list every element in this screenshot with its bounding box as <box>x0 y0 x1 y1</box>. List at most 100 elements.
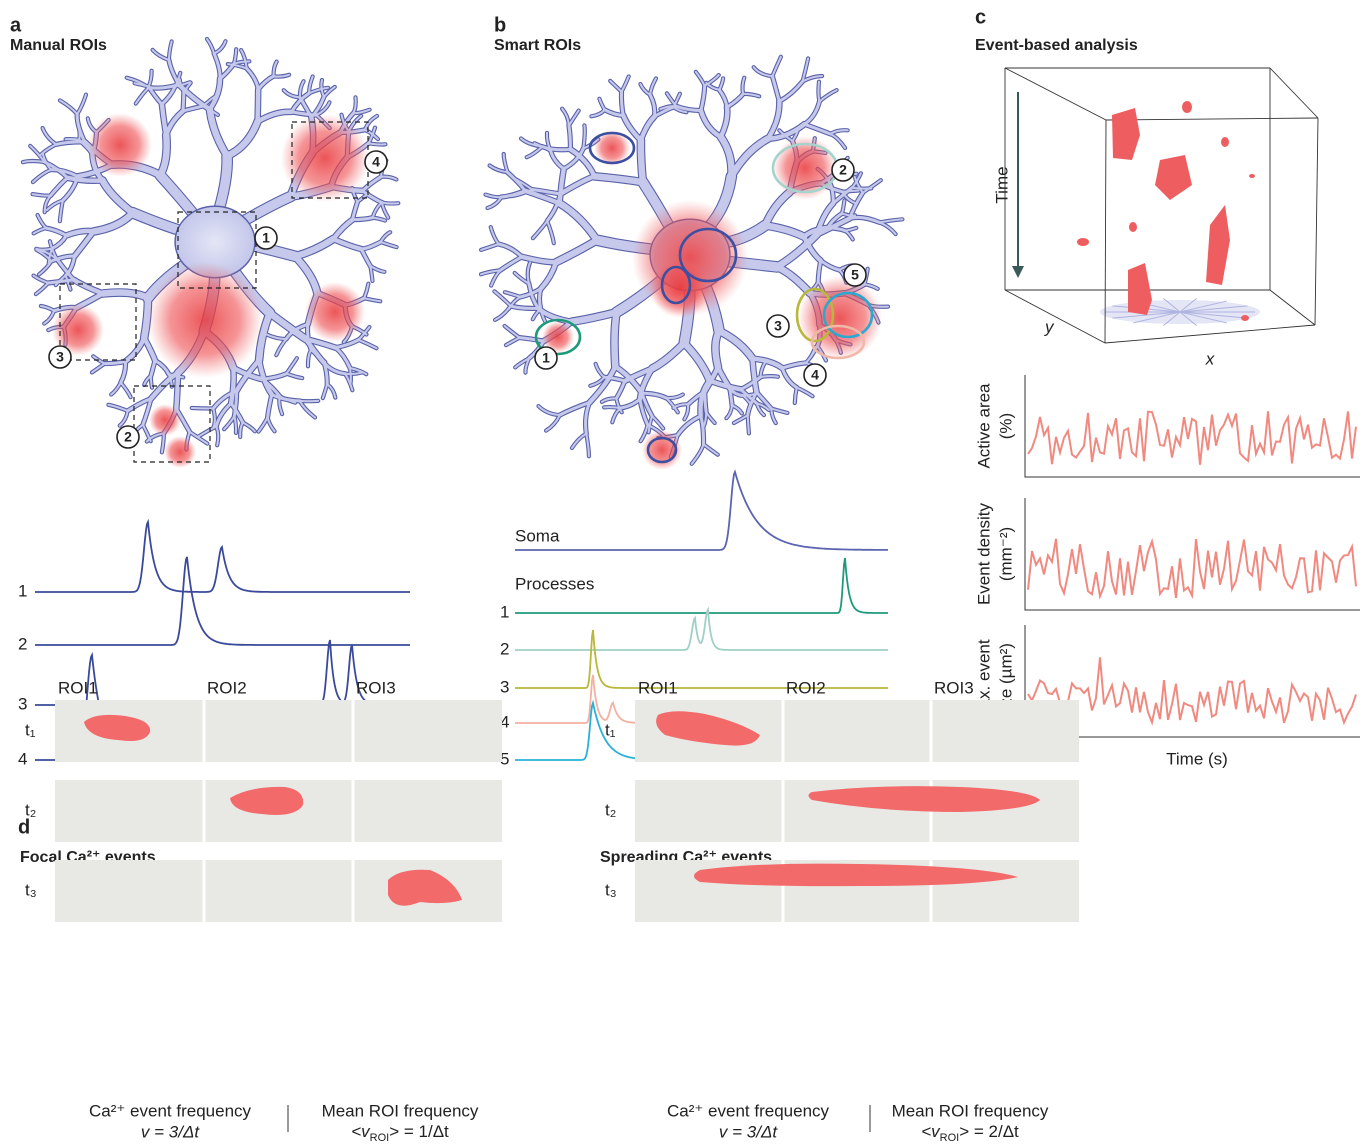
process <box>363 282 370 300</box>
plot-label: Event density <box>974 502 993 605</box>
smart-roi <box>795 287 835 343</box>
process <box>35 247 54 251</box>
process <box>589 376 606 387</box>
process <box>690 443 705 465</box>
process <box>648 93 657 118</box>
process <box>64 254 76 277</box>
process <box>702 443 719 456</box>
process <box>638 397 650 427</box>
process <box>649 77 658 96</box>
panel-letter: d <box>18 816 30 838</box>
process <box>761 188 793 229</box>
process <box>306 348 313 368</box>
plot-label: Active area <box>974 383 993 469</box>
time-label: t₂ <box>25 800 36 819</box>
process <box>525 145 544 159</box>
process <box>190 406 215 410</box>
roi-number-circle <box>831 158 855 182</box>
process <box>223 415 236 431</box>
panel-letter: b <box>494 14 506 36</box>
process <box>167 40 173 62</box>
process <box>174 370 181 411</box>
process <box>379 240 398 249</box>
process <box>739 387 759 405</box>
process <box>308 75 314 95</box>
calcium-event <box>656 711 760 746</box>
process <box>614 379 627 400</box>
process <box>229 401 245 424</box>
floor-process <box>1179 311 1198 327</box>
process <box>197 425 218 438</box>
plot-axes <box>1024 498 1360 611</box>
roi-number-circle <box>843 263 867 287</box>
process <box>561 107 570 127</box>
process <box>665 92 678 108</box>
process <box>718 105 730 139</box>
plot-label: (mm⁻²) <box>996 527 1015 581</box>
process <box>207 76 223 112</box>
process <box>241 421 256 433</box>
process <box>479 269 502 276</box>
process <box>742 92 761 98</box>
process <box>826 226 847 233</box>
process <box>213 40 227 55</box>
calcium-event <box>808 786 1040 812</box>
process <box>664 396 679 414</box>
process <box>801 74 824 83</box>
process <box>141 423 152 443</box>
process <box>181 90 186 113</box>
process <box>519 254 559 265</box>
process <box>39 304 56 312</box>
floor-process <box>1162 297 1181 313</box>
process <box>618 397 642 410</box>
process <box>167 372 185 379</box>
time-label: t₂ <box>605 800 616 819</box>
frequency-formula: v = 3/Δt <box>719 1122 778 1141</box>
process <box>272 73 291 78</box>
process <box>728 135 772 180</box>
calcium-signal <box>305 282 365 342</box>
process <box>802 100 821 126</box>
process <box>488 164 509 174</box>
roi-number-circle <box>116 425 140 449</box>
process <box>119 381 132 399</box>
roi-frequency-formula: <vROI> = 1/Δt <box>351 1122 449 1143</box>
event-volume <box>1128 263 1152 315</box>
process <box>703 74 720 87</box>
roi-box <box>133 385 211 463</box>
roi-number: 3 <box>774 318 782 334</box>
process <box>584 401 592 436</box>
process <box>780 366 799 389</box>
formula-subscript: ROI <box>370 1132 390 1144</box>
x-axis-label: x <box>1205 349 1215 368</box>
process <box>640 391 654 418</box>
process <box>320 78 325 99</box>
process <box>43 194 52 214</box>
process <box>619 90 625 117</box>
process <box>75 112 87 144</box>
event-volume <box>1129 222 1137 232</box>
process <box>322 361 329 386</box>
process <box>331 236 364 252</box>
trace-label: 3 <box>500 677 509 696</box>
roi-header: ROI2 <box>207 678 247 697</box>
process <box>110 381 122 396</box>
process <box>699 414 706 446</box>
process <box>585 432 590 458</box>
process <box>698 108 723 139</box>
calcium-signal <box>164 436 196 468</box>
process <box>829 132 847 150</box>
cube-edge <box>1314 117 1319 326</box>
process <box>506 170 527 193</box>
process <box>562 147 585 171</box>
process <box>49 168 79 178</box>
process <box>680 339 713 384</box>
process <box>90 362 106 374</box>
floor-process <box>1179 297 1198 313</box>
process <box>282 89 301 99</box>
process <box>817 80 821 103</box>
event-volume <box>1249 174 1255 178</box>
process <box>480 242 500 251</box>
process <box>556 200 601 244</box>
